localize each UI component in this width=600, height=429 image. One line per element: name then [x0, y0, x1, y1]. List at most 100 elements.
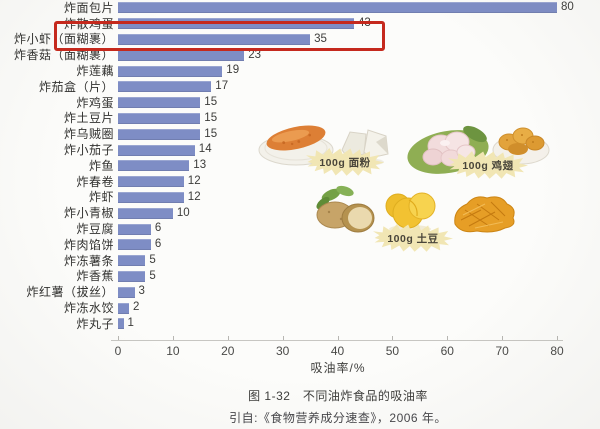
x-axis: 0 10 20 30 40 50 60 70 80 [111, 336, 564, 362]
chart-row: 炸鸡蛋 15 [0, 95, 600, 111]
chart-row: 炸香菇（面糊裹） 23 [0, 47, 600, 63]
bar [118, 239, 151, 251]
value-label: 15 [204, 127, 218, 140]
category-label: 炸春卷 [76, 174, 114, 189]
x-axis-tick [502, 336, 504, 340]
bar [118, 112, 201, 124]
bar [118, 223, 151, 235]
value-label: 6 [154, 238, 162, 251]
value-label: 15 [204, 111, 218, 124]
x-axis-line [111, 340, 563, 341]
bar [118, 207, 173, 219]
potato-illustration [316, 185, 515, 233]
chart-row: 炸土豆片 15 [0, 111, 600, 127]
value-label: 12 [187, 190, 201, 203]
bar [118, 97, 201, 109]
category-label: 炸肉馅饼 [63, 237, 114, 252]
value-label: 1 [127, 317, 134, 330]
x-axis-tick [447, 336, 449, 340]
value-label: 10 [176, 206, 190, 219]
bar [118, 81, 212, 93]
category-label: 炸小青椒 [63, 206, 114, 221]
value-label: 6 [154, 222, 162, 235]
value-label: 80 [561, 1, 574, 14]
x-axis-label: 吸油率/% [310, 361, 366, 375]
chicken-illustration [407, 125, 550, 174]
value-label: 5 [149, 269, 156, 282]
category-label: 炸乌贼圈 [63, 127, 114, 142]
chart-row: 炸茄盒（片） 17 [0, 79, 600, 95]
bar [118, 33, 311, 45]
x-axis-tick [118, 336, 119, 340]
category-label: 炸冻薯条 [63, 253, 114, 268]
bar [118, 270, 146, 282]
fried-chicken-wings-dish-icon [492, 127, 550, 165]
bar [118, 302, 129, 314]
chart-row: 炸鱼 13 [0, 158, 600, 174]
x-axis-tick [282, 336, 284, 340]
x-axis-tick-label: 70 [495, 344, 509, 358]
highlight-box [54, 21, 385, 51]
x-axis-tick [557, 336, 558, 340]
fried-bread-on-plate-icon [258, 125, 334, 166]
category-label: 炸土豆片 [63, 111, 114, 126]
chart-row: 炸虾 12 [0, 190, 600, 206]
x-axis-tick [172, 336, 174, 340]
value-label: 14 [198, 143, 212, 156]
category-label: 炸红薯（拔丝） [26, 285, 114, 300]
value-label: 13 [193, 159, 207, 172]
category-label: 炸小茄子 [63, 143, 114, 158]
chart-row: 炸面包片 80 [0, 0, 600, 16]
chart-row: 炸小茄子 14 [0, 142, 600, 158]
category-label: 炸鸡蛋 [76, 95, 114, 110]
chart-row: 炸肉馅饼 6 [0, 237, 600, 253]
chicken-weight-label: 100g 鸡翅 [462, 159, 514, 172]
x-axis-tick-label: 0 [114, 344, 122, 358]
bar [118, 191, 184, 203]
value-label: 19 [226, 64, 240, 77]
x-axis-tick-label: 40 [330, 344, 345, 358]
category-label: 炸莲藕 [76, 64, 114, 79]
chart-row: 炸春卷 12 [0, 174, 600, 190]
bar [118, 286, 135, 298]
category-label: 炸茄盒（片） [38, 79, 114, 94]
chart-row: 炸小虾（面糊裹） 35 [0, 32, 600, 48]
x-axis-tick [227, 336, 229, 340]
chicken-weight-badge: 100g 鸡翅 [448, 151, 528, 179]
value-label: 3 [138, 285, 145, 298]
bar [118, 65, 223, 77]
bar [118, 318, 124, 330]
value-label: 17 [215, 80, 229, 93]
category-label: 炸虾 [88, 190, 114, 205]
bar [118, 49, 245, 61]
category-label: 炸鱼 [88, 158, 114, 173]
figure-caption: 图 1-32 不同油炸食品的吸油率 引自:《食物营养成分速查》，2006 年。 [108, 387, 568, 426]
chart-row: 炸莲藕 19 [0, 63, 600, 79]
x-axis-tick-label: 20 [221, 344, 235, 358]
raw-chicken-wings-on-leaf-icon [407, 125, 489, 174]
category-label: 炸冻水饺 [63, 301, 114, 316]
value-label: 35 [314, 32, 327, 45]
x-axis-tick-label: 80 [550, 344, 564, 358]
chart-row: 炸冻薯条 5 [0, 253, 600, 269]
value-label: 15 [204, 95, 218, 108]
value-label: 23 [248, 48, 261, 61]
chart-row: 炸丸子 1 [0, 316, 600, 332]
figure-title: 图 1-32 不同油炸食品的吸油率 [248, 389, 428, 403]
chart-row: 炸冻水饺 2 [0, 300, 600, 316]
category-label: 炸小虾（面糊裹） [13, 32, 114, 47]
category-label: 炸面包片 [63, 0, 114, 15]
figure-source: 引自:《食物营养成分速查》，2006 年。 [229, 411, 447, 425]
value-label: 2 [133, 301, 140, 314]
bar [118, 160, 190, 172]
chart-row: 炸乌贼圈 15 [0, 126, 600, 142]
category-label: 炸豆腐 [76, 222, 114, 237]
bar [118, 176, 184, 188]
bar [118, 255, 146, 267]
category-label: 炸香菇（面糊裹） [13, 48, 114, 63]
bar [118, 128, 201, 140]
fried-potato-shreds-icon [454, 196, 515, 233]
x-axis-tick-label: 10 [166, 344, 180, 358]
value-label: 5 [149, 253, 156, 266]
